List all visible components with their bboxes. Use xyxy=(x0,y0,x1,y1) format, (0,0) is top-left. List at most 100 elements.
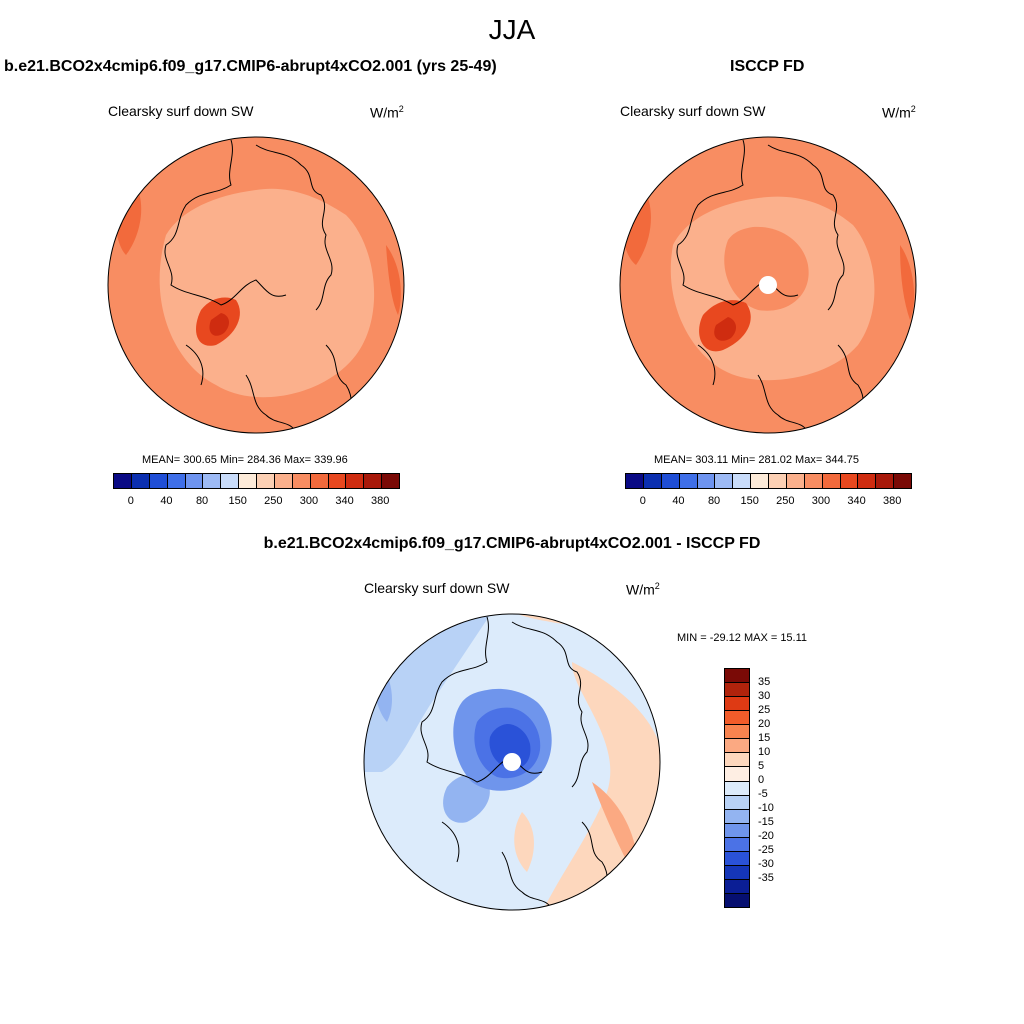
colorbar-swatch xyxy=(114,474,132,488)
colorbar-swatch xyxy=(725,767,749,782)
colorbar-swatch xyxy=(149,474,168,488)
colorbar-swatch xyxy=(725,753,749,768)
colorbar-swatch xyxy=(822,474,841,488)
colorbar-swatch xyxy=(661,474,680,488)
colorbar-tick-label: 150 xyxy=(740,495,759,507)
colorbar-swatch xyxy=(643,474,662,488)
colorbar-tick-label: 380 xyxy=(883,495,902,507)
colorbar-tick-label: -5 xyxy=(758,788,768,800)
colorbar-tick-label: 0 xyxy=(758,774,765,786)
colorbar-tick-label: 15 xyxy=(758,732,771,744)
figure-title: JJA xyxy=(488,14,536,45)
colorbar-tick-label: 80 xyxy=(195,495,209,507)
colorbar-swatch xyxy=(725,725,749,740)
colorbar-swatch xyxy=(733,474,752,488)
panel-3-units: W/m2 xyxy=(626,581,660,598)
colorbar-tick-label: -10 xyxy=(758,802,774,814)
colorbar-swatch xyxy=(725,739,749,754)
panel-1-colorbar-labels: 0 40 80 150 250 300 340 380 xyxy=(113,495,398,509)
panel-2-units: W/m2 xyxy=(882,104,916,121)
colorbar-swatch xyxy=(725,669,749,684)
colorbar-swatch xyxy=(679,474,698,488)
panel-3-stats: MIN = -29.12 MAX = 15.11 xyxy=(677,632,808,644)
colorbar-swatch xyxy=(715,474,734,488)
colorbar-swatch xyxy=(725,795,749,810)
colorbar-swatch xyxy=(725,837,749,852)
panel-3-colorbar-labels: 35 30 25 20 15 10 5 0 -5 -10 -15 -20 -25 -30 -35 xyxy=(758,668,798,906)
colorbar-tick-label: 80 xyxy=(707,495,721,507)
colorbar-swatch xyxy=(185,474,204,488)
colorbar-swatch xyxy=(858,474,877,488)
colorbar-swatch xyxy=(257,474,275,488)
colorbar-tick-label: 300 xyxy=(299,495,319,507)
colorbar-tick-label: 40 xyxy=(160,495,173,507)
colorbar-swatch xyxy=(840,474,859,488)
colorbar-tick-label: 35 xyxy=(758,676,771,688)
colorbar-tick-label: -30 xyxy=(758,858,774,870)
panel-2-variable-label: Clearsky surf down SW xyxy=(620,103,766,119)
colorbar-swatch xyxy=(131,474,150,488)
colorbar-tick-label: 40 xyxy=(672,495,685,507)
panel-1-title: b.e21.BCO2x4cmip6.f09_g17.CMIP6-abrupt4x… xyxy=(4,58,497,75)
colorbar-swatch xyxy=(346,474,365,488)
colorbar-swatch xyxy=(167,474,186,488)
panel-1-stats: MEAN= 300.65 Min= 284.36 Max= 339.96 xyxy=(142,454,348,466)
colorbar-tick-label: 340 xyxy=(335,495,354,507)
panel-2-stats: MEAN= 303.11 Min= 281.02 Max= 344.75 xyxy=(654,454,859,466)
colorbar-swatch xyxy=(725,781,749,796)
colorbar-swatch xyxy=(310,474,329,488)
colorbar-tick-label: 20 xyxy=(758,718,771,730)
colorbar-swatch xyxy=(804,474,823,488)
panel-1-polar-map xyxy=(107,136,405,434)
panel-2-colorbar xyxy=(625,473,912,489)
colorbar-swatch xyxy=(725,683,749,698)
colorbar-tick-label: -15 xyxy=(758,816,774,828)
panel-2-title: ISCCP FD xyxy=(730,58,805,75)
colorbar-swatch xyxy=(292,474,311,488)
colorbar-tick-label: 380 xyxy=(371,495,390,507)
colorbar-tick-label: -20 xyxy=(758,830,774,842)
colorbar-swatch xyxy=(725,823,749,838)
panel-1-colorbar xyxy=(113,473,400,489)
colorbar-swatch xyxy=(274,474,293,488)
colorbar-tick-label: -25 xyxy=(758,844,774,856)
colorbar-swatch xyxy=(364,474,383,488)
colorbar-swatch xyxy=(769,474,787,488)
panel-3-difference-polar-map xyxy=(363,613,661,911)
colorbar-swatch xyxy=(725,879,749,894)
colorbar-swatch xyxy=(876,474,895,488)
colorbar-tick-label: 340 xyxy=(847,495,866,507)
colorbar-tick-label: 150 xyxy=(228,495,247,507)
colorbar-swatch xyxy=(382,474,399,488)
colorbar-tick-label: 10 xyxy=(758,746,771,758)
panel-2-colorbar-labels: 0 40 80 150 250 300 340 380 xyxy=(625,495,910,509)
colorbar-tick-label: 0 xyxy=(639,495,646,507)
colorbar-swatch xyxy=(221,474,240,488)
colorbar-swatch xyxy=(725,711,749,726)
colorbar-swatch xyxy=(786,474,805,488)
colorbar-swatch xyxy=(239,474,257,488)
colorbar-swatch xyxy=(894,474,911,488)
panel-1-units: W/m2 xyxy=(370,104,404,121)
colorbar-swatch xyxy=(328,474,347,488)
colorbar-swatch xyxy=(697,474,716,488)
colorbar-swatch xyxy=(725,865,749,880)
colorbar-tick-label: -35 xyxy=(758,872,774,884)
panel-2-polar-map xyxy=(619,136,917,434)
colorbar-tick-label: 25 xyxy=(758,704,771,716)
panel-1-variable-label: Clearsky surf down SW xyxy=(108,103,254,119)
panel-3-variable-label: Clearsky surf down SW xyxy=(364,580,510,596)
colorbar-swatch xyxy=(725,851,749,866)
panel-3-colorbar xyxy=(724,668,750,908)
colorbar-tick-label: 5 xyxy=(758,760,765,772)
colorbar-tick-label: 0 xyxy=(127,495,134,507)
colorbar-tick-label: 250 xyxy=(776,495,795,507)
colorbar-tick-label: 300 xyxy=(811,495,831,507)
colorbar-tick-label: 30 xyxy=(758,690,771,702)
colorbar-tick-label: 250 xyxy=(264,495,283,507)
colorbar-swatch xyxy=(725,894,749,908)
colorbar-swatch xyxy=(751,474,769,488)
panel-3-title: b.e21.BCO2x4cmip6.f09_g17.CMIP6-abrupt4x… xyxy=(263,535,761,552)
colorbar-swatch xyxy=(203,474,222,488)
colorbar-swatch xyxy=(725,697,749,712)
